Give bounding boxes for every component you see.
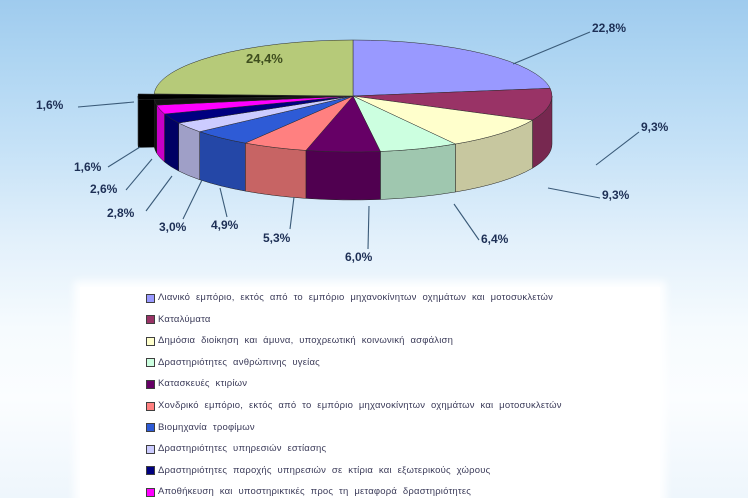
legend-item-label: Δραστηριότητες υπηρεσιών εστίασης	[158, 443, 327, 455]
label-leader-line	[145, 175, 173, 212]
pie-percentage-label: 22,8%	[592, 21, 627, 35]
legend-item: Κατασκευές κτιρίων	[146, 378, 247, 390]
pie-slice-side	[178, 122, 200, 181]
pie-percentage-label: 1,6%	[74, 160, 102, 174]
pie-percentage-label: 3,0%	[159, 220, 187, 234]
legend-color-swatch	[146, 379, 155, 389]
legend-item-label: Δραστηριότητες ανθρώπινης υγείας	[158, 356, 320, 368]
pie-percentage-label: 5,3%	[263, 231, 291, 245]
legend-item: Αποθήκευση και υποστηρικτικές προς τη με…	[146, 486, 471, 498]
pie-slice	[153, 39, 354, 97]
legend-item: Βιομηχανία τροφίμων	[146, 422, 255, 434]
pie-percentage-label: 9,3%	[641, 120, 669, 134]
legend-item-label: Κατασκευές κτιρίων	[158, 378, 248, 390]
label-leader-line	[77, 101, 135, 108]
pie-slice-side	[380, 143, 456, 200]
legend-item-label: Καταλύματα	[158, 313, 211, 325]
label-leader-line	[107, 146, 141, 168]
legend-color-swatch	[146, 487, 155, 497]
label-leader-line	[512, 31, 591, 65]
legend-item: Λιανικό εμπόριο, εκτός από το εμπόριο μη…	[146, 292, 553, 304]
legend-item: Δραστηριότητες παροχής υπηρεσιών σε κτίρ…	[146, 465, 490, 477]
pie-slice	[352, 88, 553, 121]
pie-3d	[77, 31, 640, 250]
label-leader-line	[125, 158, 153, 191]
pie-slice-side	[245, 142, 307, 199]
pie-percentage-label: 6,0%	[345, 250, 373, 264]
legend-color-swatch	[146, 336, 155, 346]
pie-percentage-label: 4,9%	[211, 218, 239, 232]
legend-item-label: Δραστηριότητες παροχής υπηρεσιών σε κτίρ…	[158, 464, 491, 476]
label-leader-line	[547, 187, 601, 199]
legend-item-label: Χονδρικό εμπόριο, εκτός από το εμπόριο μ…	[158, 400, 562, 411]
label-leader-line	[595, 131, 640, 166]
legend-item-label: Λιανικό εμπόριο, εκτός από το εμπόριο μη…	[158, 292, 554, 303]
pie-percentage-label: 2,8%	[107, 206, 135, 220]
pie-percentage-label: 1,6%	[36, 98, 64, 112]
pie-percentage-label: 9,3%	[602, 188, 630, 202]
pie-percentage-label: 6,4%	[481, 232, 509, 246]
pie-slice	[352, 39, 551, 97]
legend-item: Δραστηριότητες υπηρεσιών εστίασης	[146, 443, 326, 455]
legend-color-swatch	[146, 401, 155, 411]
pie-slice-side	[164, 113, 179, 172]
legend-color-swatch	[146, 466, 155, 476]
pie-slice-side	[305, 150, 381, 201]
label-leader-line	[289, 196, 295, 230]
legend-color-swatch	[146, 293, 155, 303]
legend-item: Καταλύματα	[146, 314, 211, 326]
pie-percentage-label: 2,6%	[90, 182, 118, 196]
legend-item: Δραστηριότητες ανθρώπινης υγείας	[146, 357, 320, 369]
legend-item-label: Δημόσια διοίκηση και άμυνα, υποχρεωτική …	[158, 335, 454, 347]
legend-color-swatch	[146, 444, 155, 454]
legend-item-label: Βιομηχανία τροφίμων	[158, 421, 255, 433]
pie-percentage-label: 24,4%	[246, 51, 283, 66]
legend-color-swatch	[146, 358, 155, 368]
legend-item-label: Αποθήκευση και υποστηρικτικές προς τη με…	[158, 486, 472, 498]
legend-item: Δημόσια διοίκηση και άμυνα, υποχρεωτική …	[146, 335, 453, 347]
pie-slice-side	[154, 99, 157, 155]
pie-slice	[352, 95, 534, 145]
legend-color-swatch	[146, 315, 155, 325]
label-leader-line	[453, 203, 480, 241]
pie-slice	[137, 93, 338, 100]
pie-slice-side	[156, 104, 165, 163]
legend-item: Χονδρικό εμπόριο, εκτός από το εμπόριο μ…	[146, 400, 562, 412]
label-leader-line	[219, 187, 228, 218]
label-leader-line	[182, 179, 203, 220]
label-leader-line	[367, 205, 370, 250]
legend-panel	[80, 287, 660, 498]
legend-color-swatch	[146, 423, 155, 433]
